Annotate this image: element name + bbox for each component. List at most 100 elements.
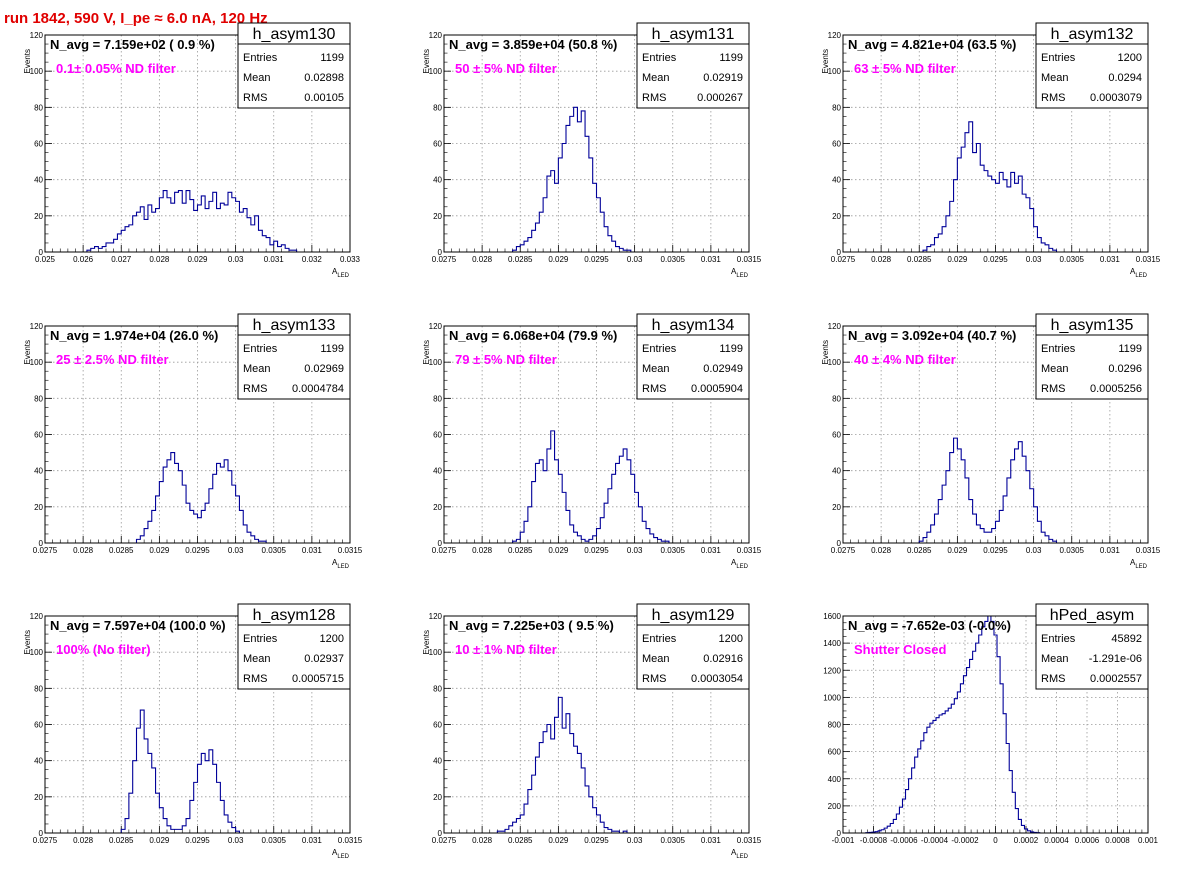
x-tick-label: 0.033 — [340, 255, 361, 264]
y-tick-label: 80 — [34, 684, 43, 693]
y-tick-label: 120 — [429, 322, 443, 331]
navg-label: N_avg = 7.159e+02 ( 0.9 %) — [50, 37, 215, 52]
plot-frame — [443, 325, 750, 544]
y-tick-label: 100 — [30, 648, 44, 657]
x-axis-label: ALED — [332, 558, 350, 570]
stats-row-value: 1200 — [1118, 52, 1142, 64]
x-tick-label: 0.0305 — [262, 546, 287, 555]
x-tick-label: 0.0285 — [109, 836, 134, 845]
y-tick-label: 100 — [429, 358, 443, 367]
histogram-panel: 0.025 0.026 0.027 0.028 0.029 0.03 0.031 0.032 0… — [23, 22, 361, 279]
y-tick-label: 100 — [429, 648, 443, 657]
x-tick-label: 0.031 — [302, 546, 323, 555]
x-tick-label: 0.028 — [73, 546, 94, 555]
x-tick-label: 0.029 — [187, 255, 208, 264]
y-tick-label: 100 — [828, 358, 842, 367]
filter-label: 10 ± 1% ND filter — [455, 642, 557, 657]
stats-row-label: Entries — [243, 52, 278, 64]
x-tick-label: 0.0275 — [33, 836, 58, 845]
x-tick-label: 0.0006 — [1075, 836, 1100, 845]
x-tick-label: 0.027 — [111, 255, 132, 264]
stats-row-value: 0.0003079 — [1090, 92, 1142, 104]
x-tick-label: 0 — [993, 836, 998, 845]
y-tick-label: 0 — [837, 248, 842, 257]
x-tick-label: 0.029 — [548, 255, 569, 264]
stats-histogram-name: h_asym132 — [1051, 26, 1134, 43]
x-tick-label: 0.0295 — [584, 255, 609, 264]
stats-row-value: 0.0005904 — [691, 383, 743, 395]
stats-row-label: RMS — [243, 673, 267, 685]
x-tick-label: 0.0295 — [983, 546, 1008, 555]
x-tick-label: -0.0002 — [951, 836, 979, 845]
x-tick-label: 0.032 — [302, 255, 323, 264]
x-tick-label: 0.029 — [947, 255, 968, 264]
x-tick-label: 0.001 — [1138, 836, 1159, 845]
stats-row-label: RMS — [243, 383, 267, 395]
stats-box — [237, 313, 351, 400]
y-tick-label: 0 — [837, 829, 842, 838]
stats-row-value: 1199 — [719, 52, 743, 64]
plot-frame — [842, 615, 1149, 834]
x-tick-label: 0.0315 — [1136, 546, 1161, 555]
y-tick-label: 0 — [438, 248, 443, 257]
plot-frame — [443, 615, 750, 834]
stats-row-value: 0.02937 — [304, 653, 344, 665]
x-tick-label: 0.0315 — [737, 836, 762, 845]
x-tick-label: 0.0305 — [262, 836, 287, 845]
y-tick-label: 100 — [30, 358, 44, 367]
x-axis-label-subscript: LED — [337, 273, 349, 279]
histogram-series — [865, 615, 1041, 834]
stats-row-label: Mean — [642, 72, 670, 84]
x-tick-label: 0.028 — [472, 255, 493, 264]
histogram-panel: 0.0275 0.028 0.0285 0.029 0.0295 0.03 0.0305 0.… — [23, 313, 363, 570]
x-tick-label: -0.001 — [832, 836, 855, 845]
histogram-series — [64, 189, 316, 253]
x-tick-label: 0.03 — [228, 836, 244, 845]
x-tick-label: 0.031 — [701, 546, 722, 555]
y-tick-label: 40 — [34, 467, 43, 476]
x-axis-label: ALED — [731, 848, 749, 860]
x-tick-label: 0.029 — [548, 546, 569, 555]
filter-label: 100% (No filter) — [56, 642, 151, 657]
plot-frame — [44, 325, 351, 544]
y-tick-label: 60 — [433, 140, 442, 149]
x-tick-label: 0.0315 — [1136, 255, 1161, 264]
y-tick-label: 20 — [832, 503, 841, 512]
histogram-series — [922, 121, 1058, 252]
x-tick-label: 0.028 — [472, 836, 493, 845]
stats-row-value: 0.00105 — [304, 92, 344, 104]
x-tick-label: 0.0002 — [1014, 836, 1039, 845]
x-tick-label: 0.0285 — [109, 546, 134, 555]
navg-label: N_avg = 4.821e+04 (63.5 %) — [848, 37, 1016, 52]
y-tick-label: 40 — [832, 467, 841, 476]
filter-label: 40 ± 4% ND filter — [854, 352, 956, 367]
histogram-panel: 0.0275 0.028 0.0285 0.029 0.0295 0.03 0.0305 0.… — [821, 22, 1161, 279]
y-tick-label: 60 — [34, 140, 43, 149]
histogram-panel: -0.001 -0.0008 -0.0006 -0.0004 -0.0002 0 0.000… — [823, 603, 1159, 845]
stats-row-label: Entries — [642, 52, 677, 64]
x-tick-label: 0.031 — [1100, 255, 1121, 264]
y-axis-label: Events — [821, 340, 830, 364]
x-tick-label: 0.0275 — [831, 546, 856, 555]
y-tick-label: 0 — [39, 829, 44, 838]
y-tick-label: 120 — [429, 612, 443, 621]
y-tick-label: 60 — [34, 721, 43, 730]
stats-box — [636, 22, 750, 109]
y-tick-label: 60 — [832, 140, 841, 149]
x-tick-label: 0.031 — [701, 255, 722, 264]
stats-box — [1035, 313, 1149, 400]
stats-row-label: RMS — [1041, 92, 1065, 104]
stats-row-value: 0.0005256 — [1090, 383, 1142, 395]
histogram-series — [512, 430, 670, 543]
filter-label: 79 ± 5% ND filter — [455, 352, 557, 367]
y-axis-label: Events — [23, 340, 32, 364]
x-axis-label-subscript: LED — [1135, 564, 1147, 570]
y-tick-label: 120 — [828, 31, 842, 40]
y-tick-label: 0 — [438, 829, 443, 838]
y-tick-label: 100 — [828, 67, 842, 76]
plot-frame — [842, 34, 1149, 253]
y-tick-label: 800 — [828, 721, 842, 730]
y-tick-label: 120 — [30, 31, 44, 40]
run-title: run 1842, 590 V, I_pe ≈ 6.0 nA, 120 Hz — [4, 10, 268, 27]
y-tick-label: 40 — [832, 176, 841, 185]
